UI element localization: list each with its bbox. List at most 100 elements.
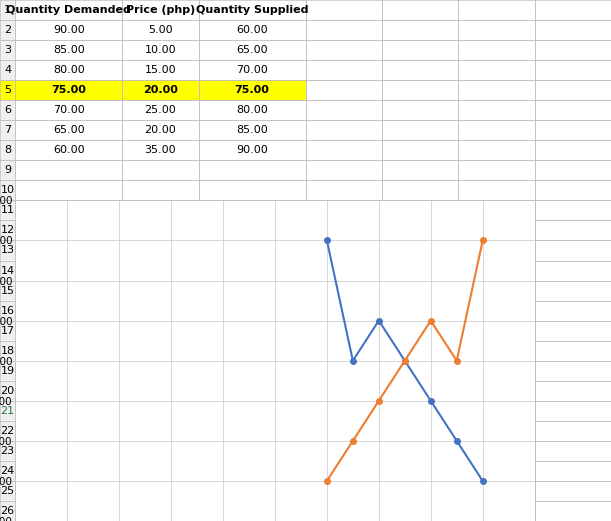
Bar <box>458 361 535 381</box>
Bar <box>535 461 611 481</box>
Bar <box>535 120 611 140</box>
Bar <box>535 341 611 361</box>
Bar <box>0 201 15 220</box>
Bar <box>0 441 15 461</box>
Bar <box>0 461 15 481</box>
Bar <box>199 220 306 241</box>
Bar <box>0 160 15 180</box>
Bar <box>122 241 199 260</box>
Bar <box>15 280 122 301</box>
Bar <box>306 280 382 301</box>
Bar <box>199 180 306 201</box>
Text: 35.00: 35.00 <box>145 145 176 155</box>
Bar <box>458 260 535 280</box>
Bar <box>535 280 611 301</box>
Bar <box>306 361 382 381</box>
Bar <box>199 361 306 381</box>
Bar <box>458 160 535 180</box>
Text: 80.00: 80.00 <box>236 105 268 115</box>
Bar <box>199 320 306 341</box>
Bar <box>0 220 15 241</box>
Bar <box>0 361 15 381</box>
Bar <box>199 301 306 320</box>
Text: 18: 18 <box>1 345 15 356</box>
Bar <box>122 320 199 341</box>
Bar <box>535 100 611 120</box>
Bar <box>122 220 199 241</box>
Text: 12: 12 <box>1 226 15 235</box>
Text: 20: 20 <box>1 386 15 396</box>
Bar <box>15 381 122 401</box>
Bar <box>535 421 611 441</box>
Bar <box>15 120 122 140</box>
Bar <box>0 341 15 361</box>
Bar <box>199 501 306 521</box>
Bar <box>199 100 306 120</box>
Bar <box>199 481 306 501</box>
Bar <box>0 501 15 521</box>
Bar <box>15 140 122 160</box>
Bar <box>458 140 535 160</box>
Bar <box>15 481 122 501</box>
Bar <box>382 461 458 481</box>
Bar <box>458 100 535 120</box>
Bar <box>199 260 306 280</box>
Bar <box>199 381 306 401</box>
Text: Quantity Demanded: Quantity Demanded <box>6 5 131 15</box>
Bar <box>15 100 122 120</box>
Bar <box>458 381 535 401</box>
Text: 3: 3 <box>4 45 11 55</box>
Bar <box>535 0 611 20</box>
Text: 60.00: 60.00 <box>53 145 84 155</box>
Bar <box>306 241 382 260</box>
Bar <box>199 341 306 361</box>
Bar <box>15 241 122 260</box>
Text: 8: 8 <box>4 145 11 155</box>
Bar <box>199 20 306 40</box>
Bar <box>382 20 458 40</box>
Text: 21: 21 <box>1 406 15 416</box>
Text: 90.00: 90.00 <box>53 25 84 35</box>
Bar <box>15 80 122 100</box>
Text: 60.00: 60.00 <box>236 25 268 35</box>
Bar <box>306 501 382 521</box>
Text: 13: 13 <box>1 245 15 255</box>
Text: 85.00: 85.00 <box>53 45 84 55</box>
Text: 65.00: 65.00 <box>236 45 268 55</box>
Bar <box>535 260 611 280</box>
Bar <box>0 421 15 441</box>
Bar <box>0 301 15 320</box>
Bar <box>122 381 199 401</box>
Bar <box>306 40 382 60</box>
Bar <box>382 421 458 441</box>
Text: 10.00: 10.00 <box>145 45 176 55</box>
Bar <box>535 80 611 100</box>
Bar <box>199 80 306 100</box>
Bar <box>0 20 15 40</box>
Bar <box>0 260 15 280</box>
Bar <box>0 280 15 301</box>
Bar <box>199 60 306 80</box>
Text: 15.00: 15.00 <box>145 65 176 75</box>
Bar <box>382 0 458 20</box>
Bar <box>122 361 199 381</box>
Bar <box>535 241 611 260</box>
Bar <box>122 100 199 120</box>
Text: 9: 9 <box>4 165 11 176</box>
Bar <box>0 180 15 201</box>
Bar <box>0 481 15 501</box>
Bar <box>122 301 199 320</box>
Bar <box>306 80 382 100</box>
Bar <box>535 361 611 381</box>
Bar <box>382 120 458 140</box>
Bar <box>306 260 382 280</box>
Bar <box>0 60 15 80</box>
Bar <box>122 441 199 461</box>
Bar <box>15 421 122 441</box>
Bar <box>535 320 611 341</box>
Bar <box>0 320 15 341</box>
Bar <box>122 501 199 521</box>
Text: 75.00: 75.00 <box>51 85 86 95</box>
Bar <box>535 381 611 401</box>
Bar <box>458 341 535 361</box>
